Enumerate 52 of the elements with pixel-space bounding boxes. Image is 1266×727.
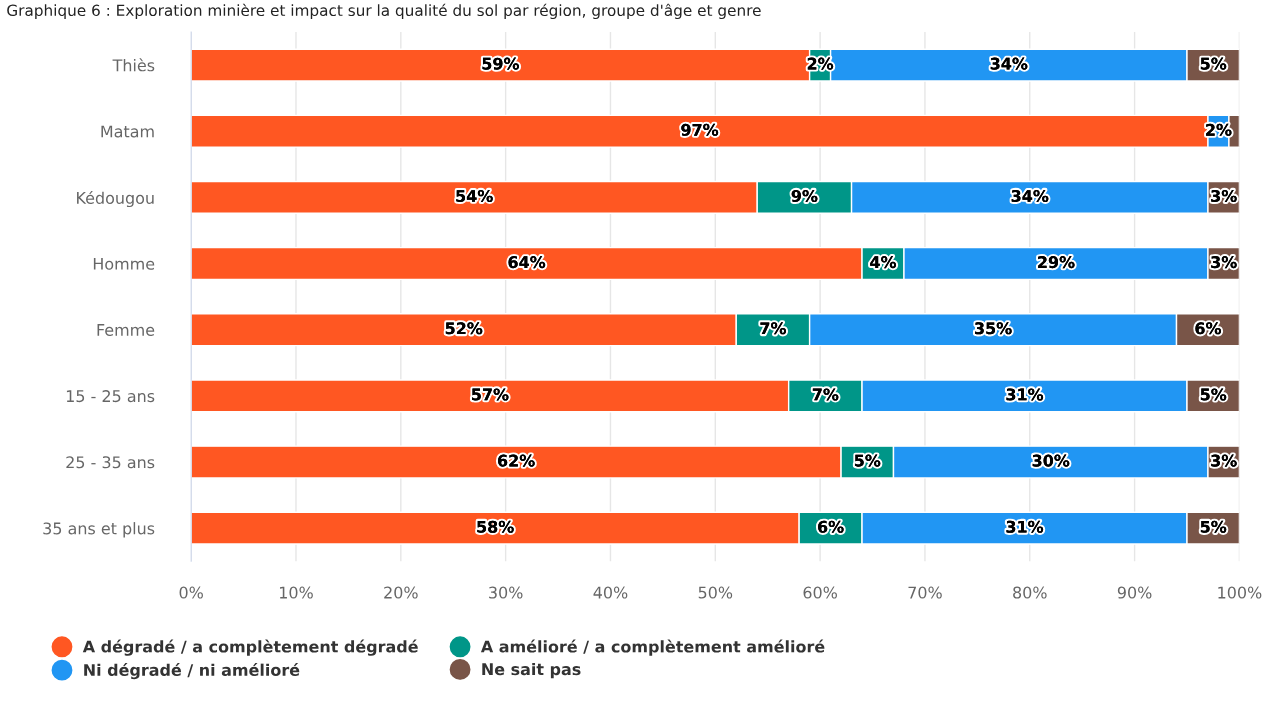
data-label: 97% xyxy=(681,123,719,136)
y-tick-label: Homme xyxy=(93,257,155,270)
data-label: 35% xyxy=(975,322,1012,335)
data-label: 34% xyxy=(990,57,1028,70)
data-label: 52% xyxy=(445,322,483,335)
data-label: 57% xyxy=(472,388,509,401)
data-label: 5% xyxy=(1200,57,1227,70)
data-label: 64% xyxy=(508,256,546,269)
y-tick-label: 35 ans et plus xyxy=(43,522,155,538)
x-tick-label: 20% xyxy=(384,586,418,599)
x-tick-label: 80% xyxy=(1013,586,1047,599)
x-tick-label: 40% xyxy=(593,586,628,599)
data-label: 4% xyxy=(870,256,897,269)
y-tick-label: 15 - 25 ans xyxy=(66,390,155,403)
legend-label: Ni dégradé / ni amélioré xyxy=(84,663,300,680)
data-label: 3% xyxy=(1211,454,1237,467)
data-label: 3% xyxy=(1211,256,1237,269)
data-label: 59% xyxy=(482,57,520,70)
x-tick-label: 60% xyxy=(803,586,837,599)
data-label: 7% xyxy=(812,388,839,401)
x-tick-label: 30% xyxy=(489,586,523,599)
y-tick-label: Matam xyxy=(101,125,154,138)
legend-label: A dégradé / a complètement dégradé xyxy=(82,639,418,656)
y-tick-label: Kédougou xyxy=(77,190,154,208)
x-tick-label: 0% xyxy=(179,586,203,599)
data-label: 54% xyxy=(456,189,493,203)
data-label: 5% xyxy=(1200,388,1227,401)
data-label: 62% xyxy=(498,454,535,467)
x-tick-label: 90% xyxy=(1117,586,1152,599)
data-label: 9% xyxy=(791,189,818,203)
data-label: 3% xyxy=(1211,189,1237,203)
data-label: 5% xyxy=(1200,520,1227,533)
x-tick-label: 100% xyxy=(1218,586,1262,599)
data-label: 7% xyxy=(760,322,786,335)
x-tick-label: 10% xyxy=(279,586,313,599)
legend-label: Ne sait pas xyxy=(482,662,581,679)
data-label: 29% xyxy=(1038,256,1075,269)
y-tick-label: Thiès xyxy=(112,58,155,72)
data-label: 6% xyxy=(1195,322,1222,335)
x-tick-label: 70% xyxy=(908,586,942,599)
chart-title: Graphique 6 : Exploration minière et impact sur la qualité du sol par région, groupe d'âge et genre xyxy=(7,3,761,20)
data-label: 30% xyxy=(1032,454,1070,467)
data-label: 6% xyxy=(818,520,844,533)
x-tick-label: 50% xyxy=(698,586,733,599)
data-label: 31% xyxy=(1006,388,1044,401)
y-tick-label: Femme xyxy=(97,324,155,336)
data-label: 5% xyxy=(854,454,881,467)
data-label: 58% xyxy=(477,520,514,533)
y-tick-label: 25 - 35 ans xyxy=(66,456,155,469)
data-label: 34% xyxy=(1011,189,1049,203)
legend-label: A amélioré / a complètement amélioré xyxy=(480,639,825,656)
data-label: 31% xyxy=(1006,520,1044,533)
